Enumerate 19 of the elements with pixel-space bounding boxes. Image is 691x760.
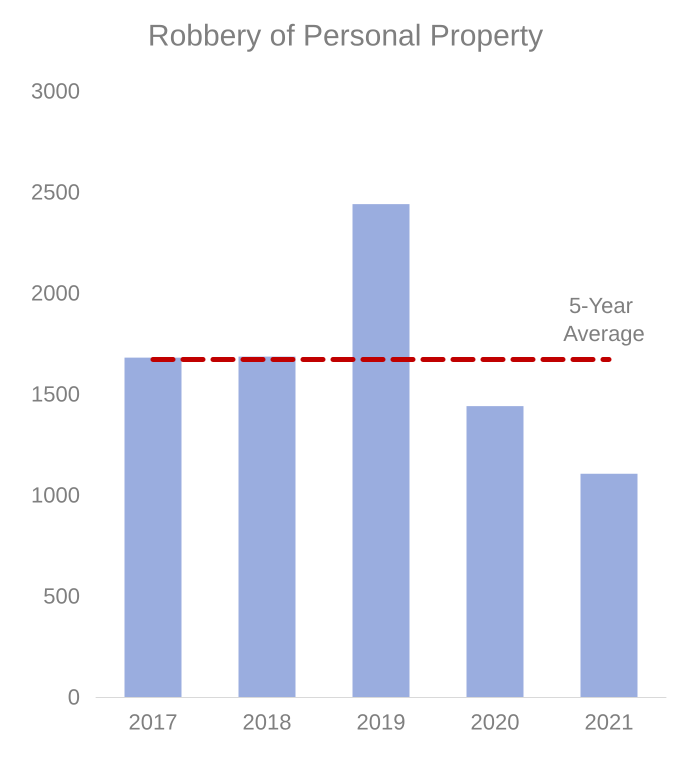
y-tick-label: 500	[43, 584, 80, 608]
x-tick-label: 2019	[356, 710, 406, 734]
x-tick-label: 2020	[470, 710, 520, 734]
bar	[124, 358, 182, 697]
y-tick-label: 3000	[31, 78, 80, 104]
bar	[238, 356, 296, 697]
y-tick-label: 1000	[31, 482, 80, 508]
chart-title: Robbery of Personal Property	[148, 20, 544, 52]
x-tick-label: 2017	[128, 710, 178, 734]
y-tick-label: 1500	[31, 382, 80, 406]
bar	[466, 406, 524, 697]
y-tick-label: 2000	[31, 280, 80, 306]
x-tick-label: 2021	[584, 710, 634, 734]
y-tick-label: 2500	[31, 180, 80, 204]
y-tick-label: 0	[68, 684, 80, 710]
bar	[580, 474, 638, 697]
x-tick-label: 2018	[242, 710, 292, 734]
ref-line-label: 5-Year Average	[563, 293, 645, 346]
bar	[352, 204, 410, 697]
